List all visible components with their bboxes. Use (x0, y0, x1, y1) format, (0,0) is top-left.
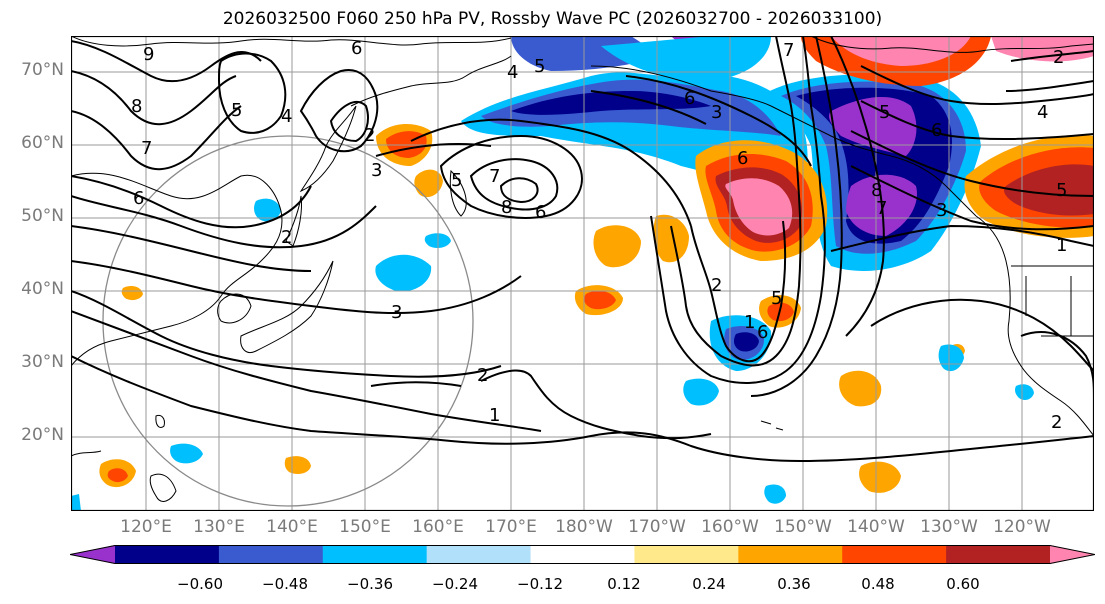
lon-label: 120°E (120, 517, 172, 537)
contour-label: 7 (141, 138, 152, 159)
colorbar-tick-label: −0.48 (262, 575, 308, 593)
colorbar-segment (530, 545, 635, 564)
lon-label: 170°W (628, 517, 686, 537)
colorbar-tick-label: 0.36 (777, 575, 811, 593)
colorbar-outline (70, 545, 1095, 564)
contour-label: 2 (477, 365, 488, 386)
lon-label: 160°E (412, 517, 464, 537)
contour-label: 7 (876, 198, 887, 219)
reference-circle (102, 135, 474, 507)
contour-label: 8 (131, 96, 142, 117)
lat-label-40n: 40°N (21, 279, 64, 299)
contour-label: 3 (936, 200, 947, 221)
colorbar-segment (946, 545, 1051, 564)
colorbar-extend-low (70, 545, 115, 564)
contour-label: 6 (757, 322, 768, 343)
lon-label: 150°E (339, 517, 391, 537)
contour-label: 4 (281, 106, 292, 127)
colorbar-tick-label: −0.36 (347, 575, 393, 593)
contour-label: 6 (684, 88, 695, 109)
contour-label: 3 (371, 160, 382, 181)
contour-label: 8 (871, 180, 882, 201)
contour-label: 1 (489, 405, 500, 426)
colorbar-segment (322, 545, 428, 564)
lat-label-50n: 50°N (21, 206, 64, 226)
contour-label: 9 (143, 44, 154, 65)
contour-labels: 9 8 7 6 5 4 3 2 1 2 3 5 6 7 8 6 5 4 3 2 … (131, 38, 1067, 433)
colorbar-tick-label: 0.60 (946, 575, 980, 593)
contour-label: 4 (507, 62, 518, 83)
contour-label: 5 (534, 56, 545, 77)
contour-label: 2 (1051, 412, 1062, 433)
contour-label: 6 (351, 38, 362, 59)
lon-label: 140°E (266, 517, 318, 537)
colorbar-segment (115, 545, 220, 564)
contour-label: 7 (489, 166, 500, 187)
coastlines (71, 36, 1094, 502)
pv-map: 9 8 7 6 5 4 3 2 1 2 3 5 6 7 8 6 5 4 3 2 … (71, 36, 1094, 511)
contour-label: 2 (364, 125, 375, 146)
contour-label: 6 (931, 120, 942, 141)
contour-label: 2 (281, 227, 292, 248)
map-title: 2026032500 F060 250 hPa PV, Rossby Wave … (222, 9, 883, 29)
colorbar-segment (738, 545, 843, 564)
contour-label: 6 (133, 188, 144, 209)
contour-label: 8 (501, 197, 512, 218)
contour-label: 5 (879, 102, 890, 123)
colorbar-tick-label: −0.12 (517, 575, 563, 593)
lon-label: 130°W (920, 517, 978, 537)
lon-label: 160°W (701, 517, 759, 537)
lon-label: 180°W (555, 517, 613, 537)
colorbar-segment (426, 545, 532, 564)
colorbar-extend-high (1050, 545, 1095, 564)
colorbar-tick-label: −0.60 (177, 575, 223, 593)
anomaly-shading (71, 36, 1094, 511)
lon-label: 150°W (774, 517, 832, 537)
lat-label-70n: 70°N (21, 60, 64, 80)
contour-label: 2 (1053, 47, 1064, 68)
lon-label: 140°W (847, 517, 905, 537)
lat-label-60n: 60°N (21, 133, 64, 153)
contour-label: 5 (1056, 180, 1067, 201)
contour-label: 1 (744, 312, 755, 333)
contour-label: 3 (391, 302, 402, 323)
contour-label: 5 (451, 170, 462, 191)
colorbar-segment (218, 545, 324, 564)
contour-label: 5 (231, 100, 242, 121)
contour-label: 2 (711, 275, 722, 296)
lat-label-20n: 20°N (21, 425, 64, 445)
colorbar-tick-label: −0.24 (432, 575, 478, 593)
contour-label: 7 (783, 40, 794, 61)
lon-label: 130°E (193, 517, 245, 537)
lon-label: 170°E (485, 517, 537, 537)
pv-contours (71, 36, 1094, 463)
colorbar-tick-label: 0.24 (692, 575, 726, 593)
contour-label: 3 (711, 102, 722, 123)
colorbar-tick-label: 0.12 (607, 575, 641, 593)
colorbar (70, 545, 1095, 564)
contour-label: 6 (737, 148, 748, 169)
lat-label-30n: 30°N (21, 352, 64, 372)
contour-label: 5 (771, 288, 782, 309)
contour-label: 1 (1056, 235, 1067, 256)
colorbar-segment (634, 545, 739, 564)
colorbar-segment (842, 545, 947, 564)
contour-label: 4 (1037, 102, 1048, 123)
contour-label: 6 (535, 202, 546, 223)
colorbar-tick-label: 0.48 (861, 575, 895, 593)
graticule (71, 36, 1094, 511)
lon-label: 120°W (993, 517, 1051, 537)
